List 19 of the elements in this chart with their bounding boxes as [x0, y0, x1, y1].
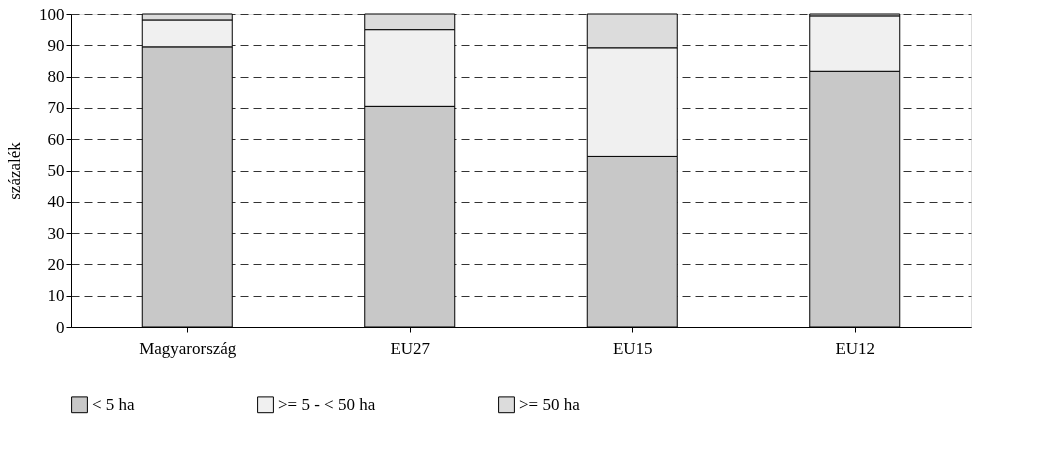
x-tick-label: Magyarország: [139, 338, 237, 358]
y-tick-label: 80: [47, 67, 65, 87]
y-axis-title: százalék: [5, 141, 24, 200]
y-tick-label: 20: [47, 254, 65, 274]
x-tick-label: EU27: [390, 338, 431, 358]
y-tick-label: 50: [47, 161, 65, 180]
y-tick-label: 60: [47, 129, 65, 149]
legend-label: >= 50 ha: [519, 394, 581, 414]
y-tick-label: 0: [56, 317, 65, 337]
legend-label: >= 5 - < 50 ha: [278, 394, 376, 414]
y-tick-label: 30: [47, 223, 65, 243]
y-tick-label: 100: [39, 4, 65, 24]
y-tick-label: 90: [47, 35, 65, 55]
legend-label: < 5 ha: [92, 394, 136, 414]
y-tick-label: 70: [47, 98, 65, 118]
y-tick-label: 10: [47, 286, 65, 306]
y-tick-label: 40: [47, 192, 65, 212]
x-tick-label: EU12: [835, 338, 876, 358]
x-tick-label: EU15: [612, 338, 653, 358]
